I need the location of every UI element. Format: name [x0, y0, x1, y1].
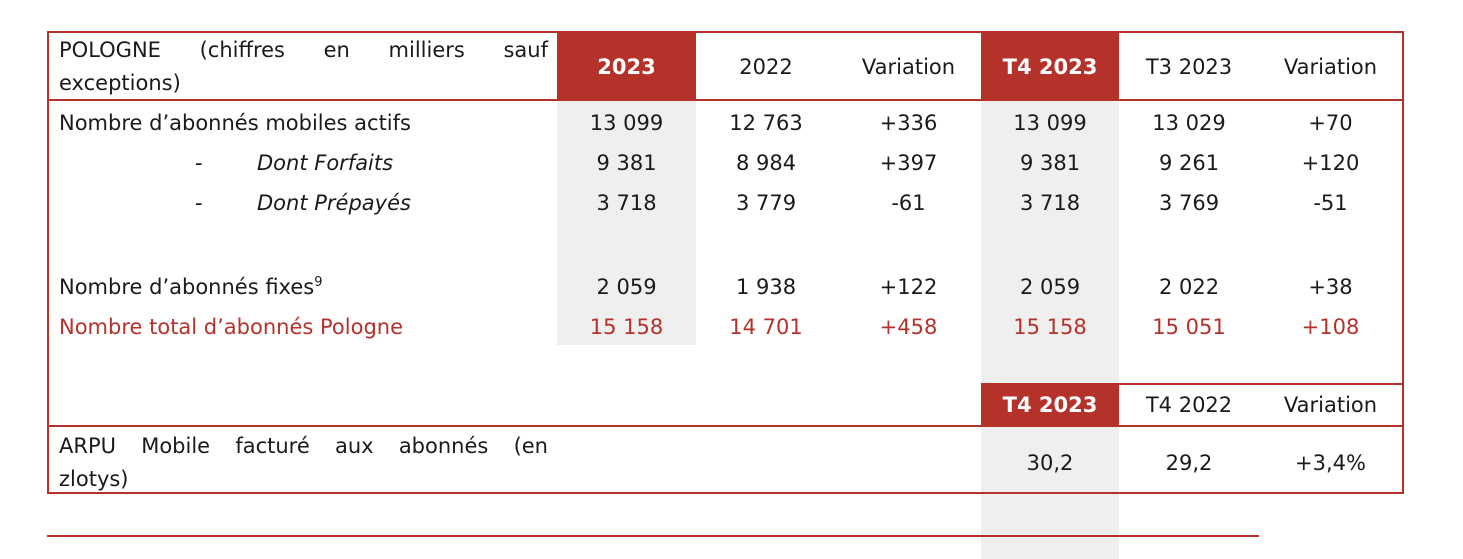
- cell: 13 099: [1013, 111, 1087, 135]
- cell: -61: [891, 191, 926, 215]
- cell: 15 158: [1013, 315, 1087, 339]
- cell: 15 158: [589, 315, 664, 339]
- row-label-forfaits: Dont Forfaits: [257, 151, 394, 175]
- arpu-value-t4-2023: 30,2: [1026, 451, 1074, 475]
- arpu-value-t4-2022: 29,2: [1165, 451, 1213, 475]
- cell: 3 769: [1158, 191, 1220, 215]
- table-frame: [47, 31, 1404, 494]
- cell: 2 059: [596, 275, 657, 299]
- header-col-2022: 2022: [739, 54, 793, 79]
- cell: +38: [1308, 275, 1353, 299]
- cell: +397: [879, 151, 938, 175]
- header-col-t4-2023: T4 2023: [981, 33, 1119, 100]
- cell: 3 779: [735, 191, 797, 215]
- header-col-2023: 2023: [557, 33, 696, 100]
- row-label-mobile-actifs: Nombre d’abonnés mobiles actifs: [59, 111, 411, 135]
- cell: 2 059: [1019, 275, 1081, 299]
- cell: 2 022: [1158, 275, 1220, 299]
- header-col-variation: Variation: [861, 54, 956, 79]
- cell: 8 984: [735, 151, 797, 175]
- row-label-fixes-text: Nombre d’abonnés fixes: [59, 275, 315, 299]
- cell: 3 718: [596, 191, 657, 215]
- cell: +108: [1301, 315, 1360, 339]
- cell: +122: [879, 275, 938, 299]
- arpu-label-line2: zlotys): [59, 467, 129, 491]
- row-prefix-dash: -: [195, 191, 203, 215]
- header-label-line1: POLOGNE (chiffres en milliers sauf: [59, 38, 548, 62]
- arpu-header-variation: Variation: [1283, 393, 1378, 417]
- cell: 12 763: [729, 111, 803, 135]
- header-label-line2: exceptions): [59, 71, 181, 95]
- shade-col-2023: [557, 100, 696, 345]
- cell: 15 051: [1152, 315, 1226, 339]
- cell: +120: [1301, 151, 1360, 175]
- header-col-variation-q: Variation: [1283, 54, 1378, 79]
- cell: 9 381: [1019, 151, 1081, 175]
- shade-col-t4-2023: [981, 100, 1119, 559]
- cell: 14 701: [729, 315, 803, 339]
- row-label-total: Nombre total d’abonnés Pologne: [59, 315, 404, 339]
- cell: +336: [879, 111, 938, 135]
- arpu-top-line: [981, 383, 1404, 385]
- header-divider: [47, 99, 1404, 101]
- row-prefix-dash: -: [195, 151, 203, 175]
- cell: 1 938: [735, 275, 797, 299]
- arpu-header-t4-2022: T4 2022: [1145, 393, 1233, 417]
- arpu-label-line1: ARPU Mobile facturé aux abonnés (en: [59, 434, 548, 458]
- footnote-ref: 9: [314, 275, 323, 290]
- cell: 13 029: [1152, 111, 1226, 135]
- arpu-header-t4-2023: T4 2023: [981, 385, 1119, 425]
- cell: 9 381: [596, 151, 657, 175]
- footer-rule: [47, 535, 1259, 537]
- row-label-fixes: Nombre d’abonnés fixes9: [59, 275, 322, 299]
- arpu-divider: [47, 425, 1404, 427]
- cell: 9 261: [1158, 151, 1220, 175]
- cell: +458: [879, 315, 938, 339]
- cell: 3 718: [1019, 191, 1081, 215]
- cell: -51: [1313, 191, 1348, 215]
- arpu-value-variation: +3,4%: [1295, 451, 1366, 475]
- cell: +70: [1308, 111, 1353, 135]
- header-col-t3-2023: T3 2023: [1145, 54, 1233, 79]
- cell: 13 099: [589, 111, 664, 135]
- row-label-prepayes: Dont Prépayés: [257, 191, 411, 215]
